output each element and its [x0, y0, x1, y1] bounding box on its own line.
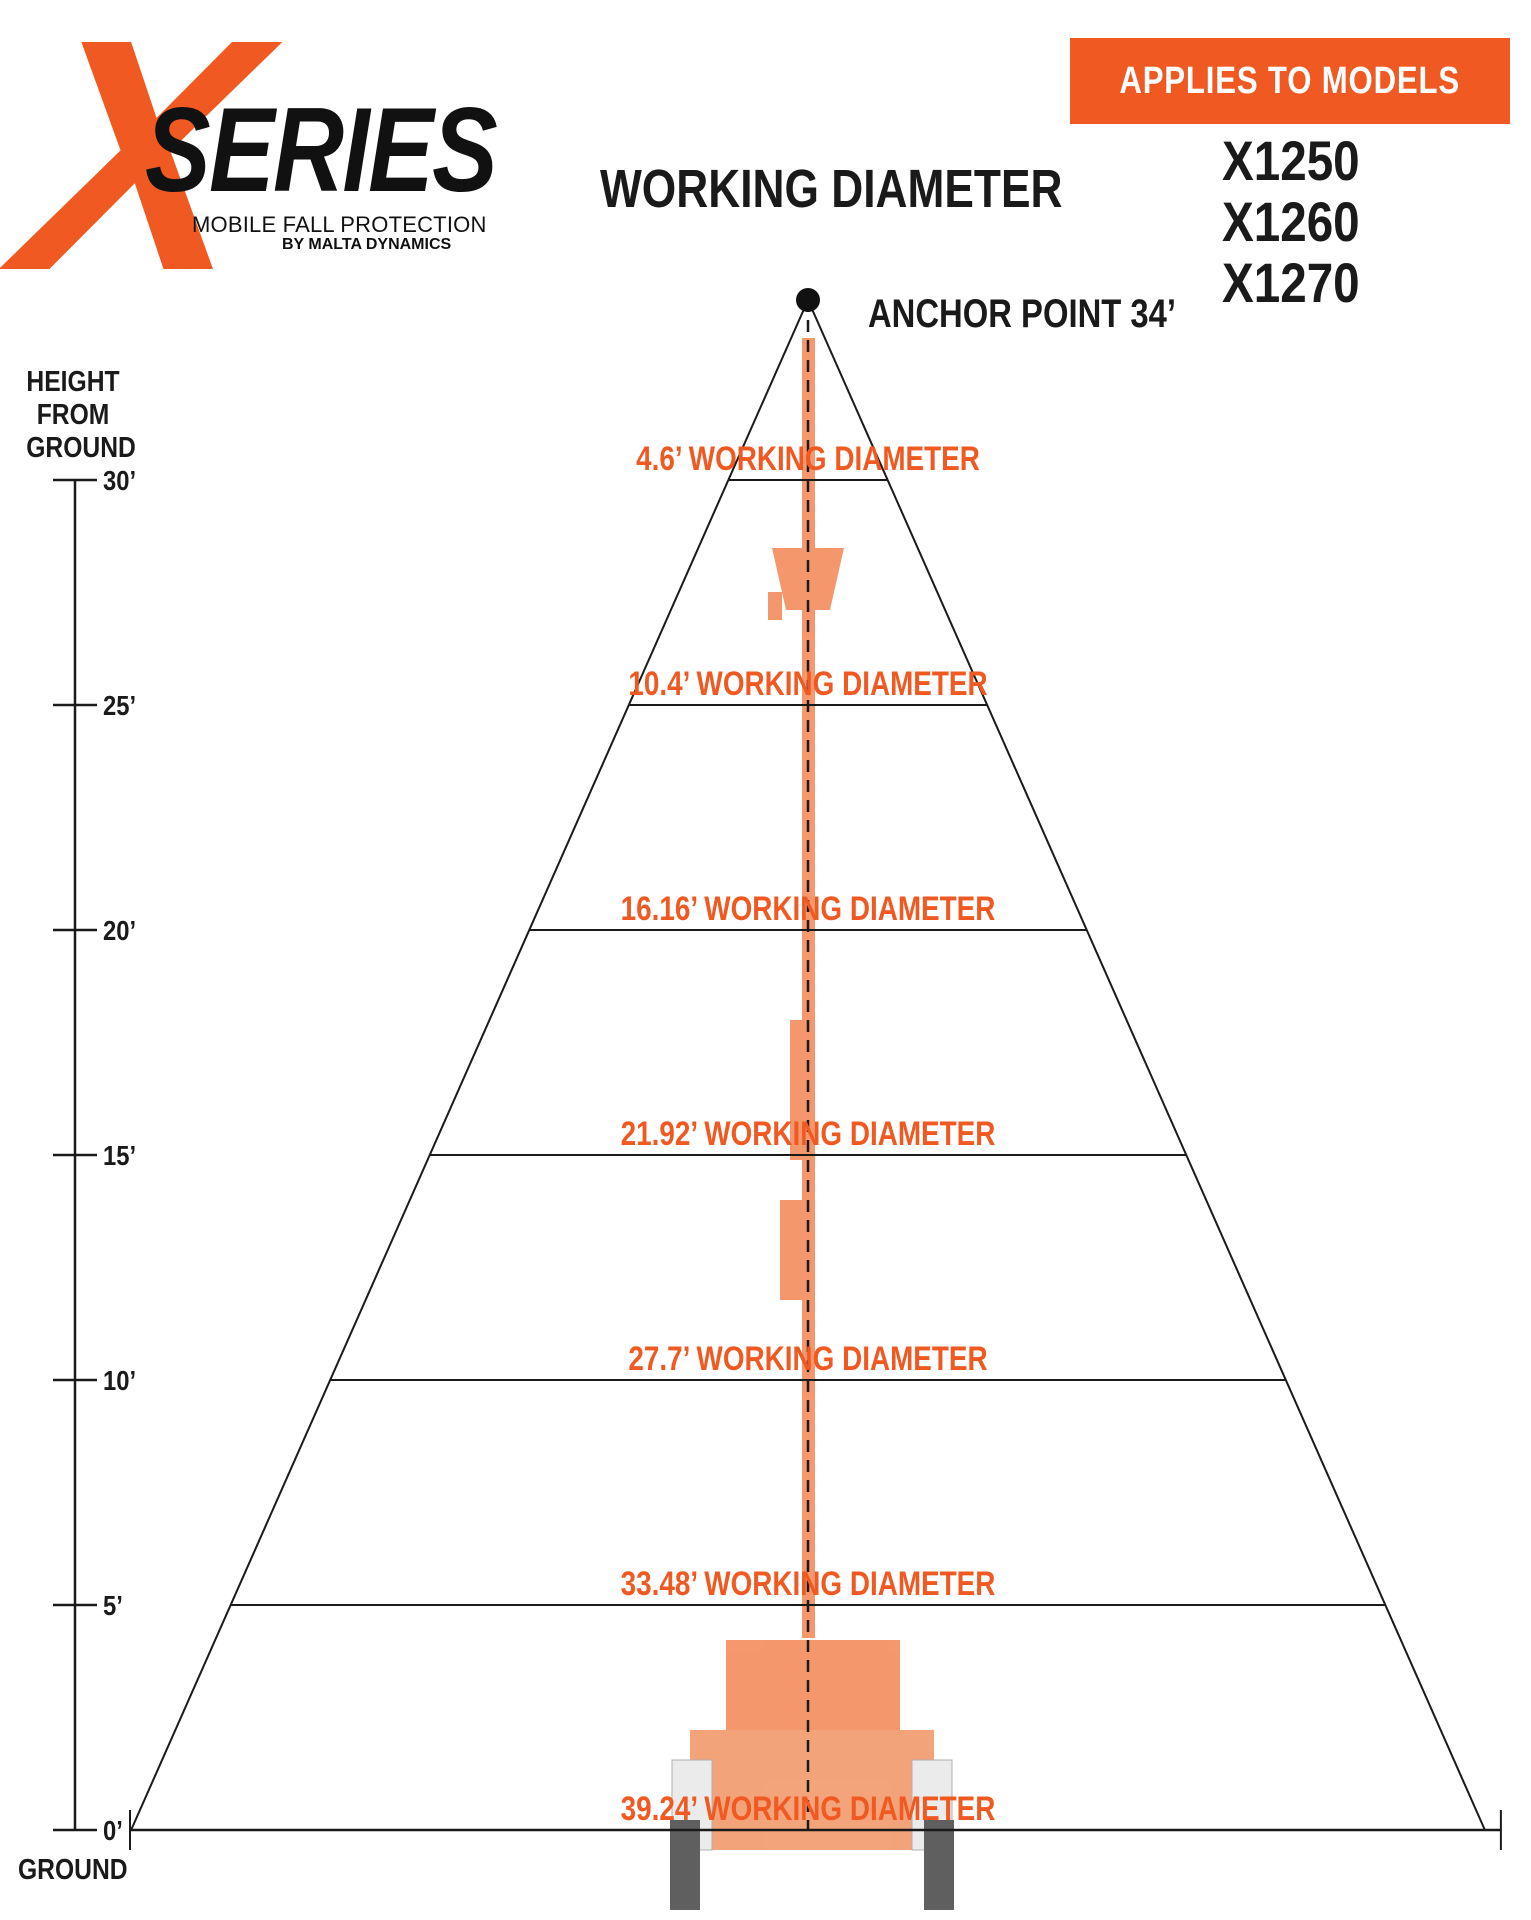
logo-name: SERIES — [145, 83, 498, 217]
mast-hook — [768, 592, 782, 620]
diameter-label: 21.92’ WORKING DIAMETER — [621, 1114, 996, 1152]
cone-left-edge — [130, 299, 809, 1831]
logo-tagline: MOBILE FALL PROTECTION — [192, 212, 487, 237]
mast-joint — [780, 1200, 810, 1300]
diameter-label: 27.7’ WORKING DIAMETER — [628, 1339, 987, 1377]
diameter-label: 10.4’ WORKING DIAMETER — [628, 664, 987, 702]
axis-tick-label: 5’ — [103, 1589, 123, 1621]
working-cone — [129, 288, 1502, 1850]
model-item: X1260 — [1222, 190, 1360, 253]
diameter-labels: 4.6’ WORKING DIAMETER 10.4’ WORKING DIAME… — [621, 439, 996, 1827]
x-series-logo: X SERIES MOBILE FALL PROTECTION BY MALTA… — [4, 0, 498, 339]
axis-tick-label: 20’ — [103, 914, 136, 946]
page-title: WORKING DIAMETER — [600, 159, 1063, 219]
diameter-label: 33.48’ WORKING DIAMETER — [621, 1564, 996, 1602]
diameter-label: 39.24’ WORKING DIAMETER — [621, 1789, 996, 1827]
axis-tick-label: 30’ — [103, 464, 136, 496]
anchor-point-label: ANCHOR POINT 34’ — [868, 292, 1176, 336]
axis-title: HEIGHT FROM GROUND — [26, 366, 136, 464]
model-item: X1270 — [1222, 251, 1360, 314]
model-item: X1250 — [1222, 129, 1360, 192]
axis-tick-label: 10’ — [103, 1364, 136, 1396]
models-badge: APPLIES TO MODELS — [1070, 38, 1510, 124]
axis-tick-label: 15’ — [103, 1139, 136, 1171]
height-axis: 0’ 5’ 10’ 15’ 20’ 25’ 30’ — [53, 464, 136, 1846]
mast-hook-block — [772, 548, 844, 610]
mast-wheel-left — [670, 1820, 700, 1910]
diameter-label: 4.6’ WORKING DIAMETER — [636, 439, 980, 477]
mast-wheel-right — [924, 1820, 954, 1910]
axis-ground-label: GROUND — [18, 1854, 128, 1886]
models-list: X1250 X1260 X1270 — [1222, 130, 1384, 313]
cone-right-edge — [807, 299, 1486, 1831]
axis-tick-label: 0’ — [103, 1814, 123, 1846]
mast-cylinder — [790, 1020, 805, 1160]
axis-tick-label: 25’ — [103, 689, 136, 721]
logo-byline: BY MALTA DYNAMICS — [282, 236, 452, 253]
models-badge-label: APPLIES TO MODELS — [1119, 59, 1461, 102]
diameter-label: 16.16’ WORKING DIAMETER — [621, 889, 996, 927]
anchor-point-dot — [796, 288, 820, 312]
